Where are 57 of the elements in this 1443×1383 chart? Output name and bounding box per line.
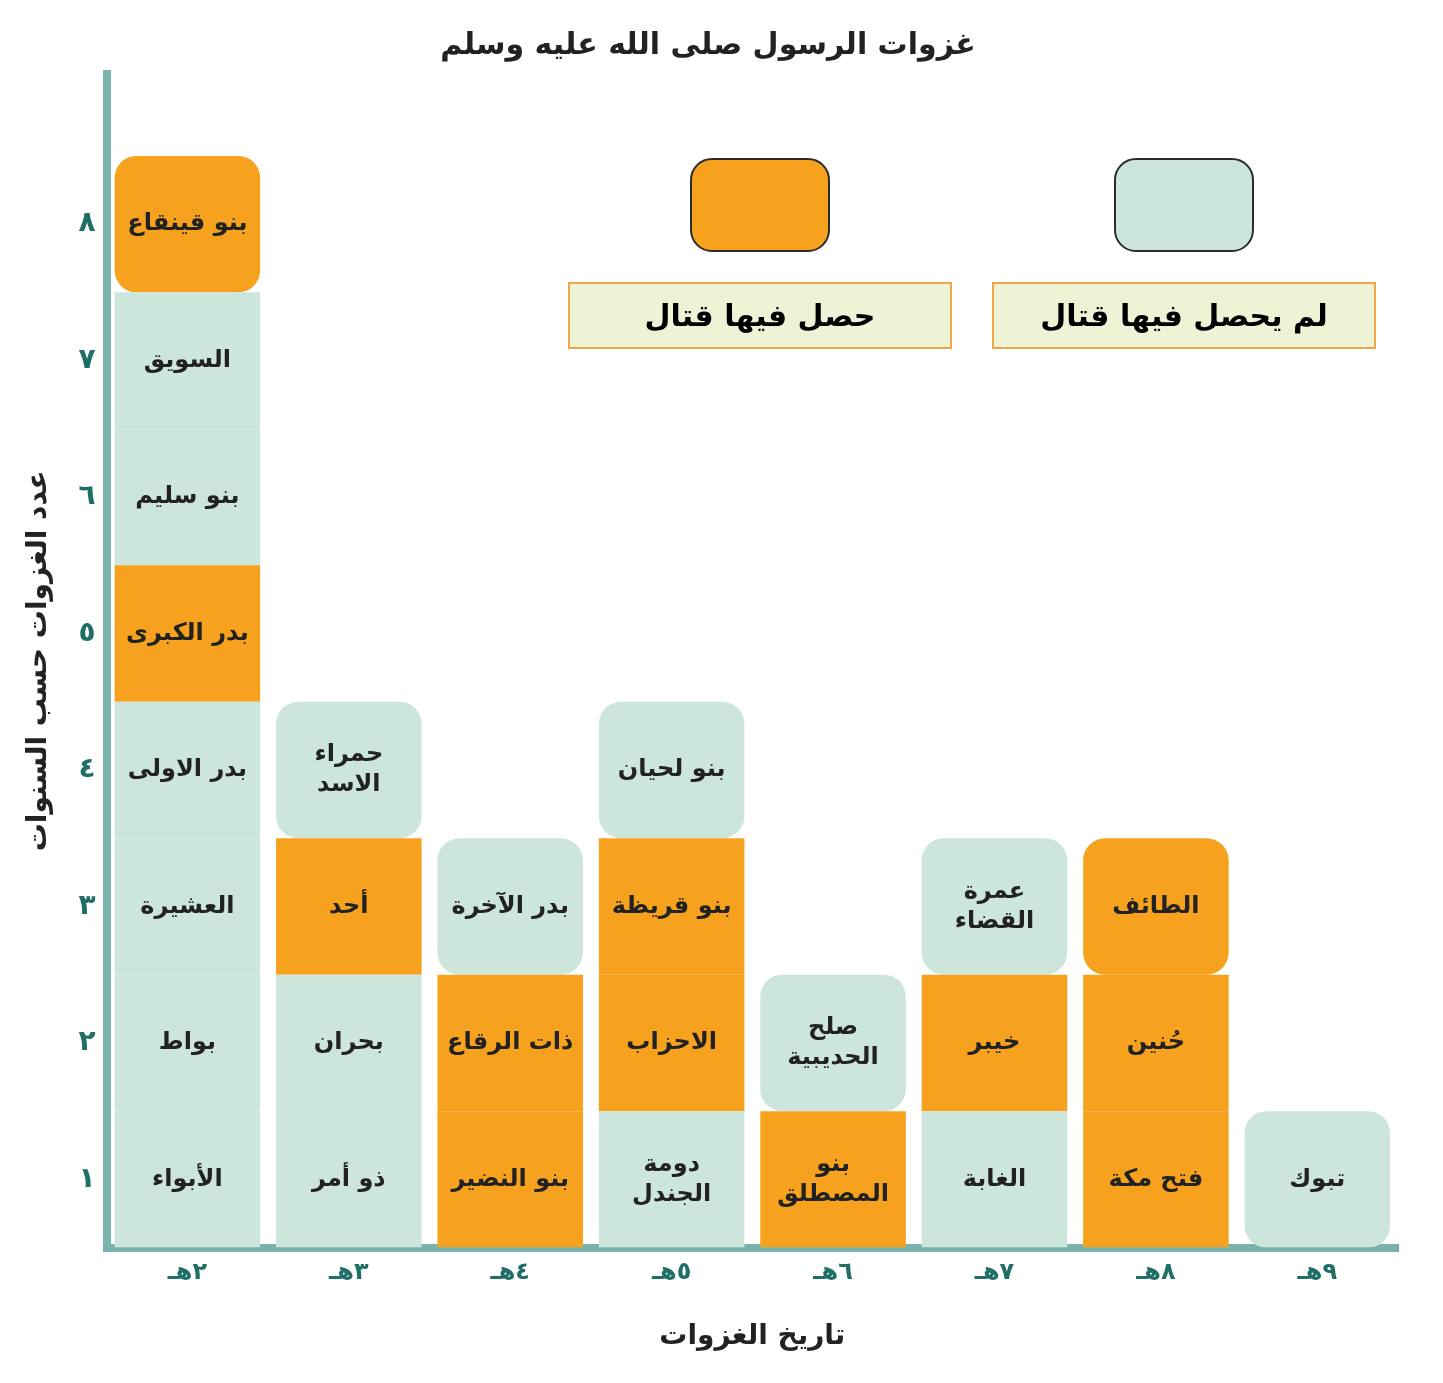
y-tick-label: ٥: [78, 614, 96, 648]
data-label: السويق: [143, 344, 232, 373]
x-tick-label: ٩هـ: [1296, 1257, 1338, 1286]
data-label: صلح الحديبية: [787, 1012, 879, 1071]
data-label: الأبواء: [152, 1162, 223, 1192]
y-tick-label: ٣: [78, 887, 96, 921]
data-label: فتح مكة: [1108, 1163, 1204, 1192]
y-tick-label: ٧: [78, 341, 96, 375]
bar: [276, 701, 422, 839]
data-label: الاحزاب: [626, 1027, 717, 1056]
data-label: الطائف: [1112, 890, 1200, 919]
data-label: بدر الكبرى: [125, 617, 249, 646]
x-tick-label: ٧هـ: [973, 1257, 1015, 1286]
data-label: دومة الجندل: [632, 1148, 712, 1207]
y-axis-title: عدد الغزوات حسب السنوات: [20, 470, 54, 852]
x-tick-label: ٤هـ: [489, 1257, 530, 1286]
bar: [921, 974, 1068, 1112]
bar: [921, 1111, 1068, 1248]
data-label: الغابة: [962, 1163, 1027, 1192]
x-tick-label: ٥هـ: [650, 1257, 692, 1286]
label-box: حصل فيها قتال: [568, 282, 952, 349]
data-label: بحران: [313, 1027, 384, 1056]
y-tick-label: ٦: [78, 478, 96, 512]
bar: [1244, 1111, 1391, 1248]
y-tick-label: ١: [78, 1160, 96, 1194]
bar: [598, 701, 745, 839]
chart-title: غزوات الرسول صلى الله عليه وسلم: [440, 25, 976, 62]
bar: [114, 155, 261, 293]
data-label: خيبر: [967, 1027, 1021, 1056]
data-label: بنو النضير: [450, 1163, 570, 1192]
data-label: بنو لحيان: [617, 754, 726, 783]
bar: [114, 565, 261, 702]
data-label: بدر الاولى: [127, 754, 248, 783]
data-label: ذو أمر: [311, 1161, 386, 1192]
data-label: بواط: [158, 1027, 217, 1056]
data-label: تبوك: [1289, 1163, 1346, 1192]
data-label: بنو قينقاع: [127, 208, 248, 237]
data-label: عمرة القضاء: [954, 875, 1035, 934]
data-label: بنو سليم: [135, 481, 240, 510]
y-tick-label: ٨: [78, 205, 96, 239]
x-tick-label: ٢هـ: [166, 1257, 208, 1286]
x-tick-label: ٣هـ: [328, 1257, 369, 1286]
data-label: حُنين: [1126, 1027, 1186, 1056]
y-tick-label: ٢: [78, 1024, 96, 1058]
data-label: بدر الآخرة: [451, 890, 569, 919]
data-label: حمراء الاسد: [314, 739, 384, 798]
data-label: بنو المصطلق: [777, 1148, 889, 1207]
x-tick-label: ٦هـ: [812, 1257, 853, 1286]
data-label: ذات الرقاع: [447, 1027, 574, 1056]
data-label: العشيرة: [140, 890, 235, 919]
x-axis-title: تاريخ الغزوات: [659, 1318, 846, 1352]
data-label: بنو قريظة: [611, 890, 732, 919]
x-tick-label: ٨هـ: [1135, 1257, 1176, 1286]
y-tick-label: ٤: [78, 751, 96, 785]
label-box: لم يحصل فيها قتال: [992, 282, 1376, 349]
bar: [598, 1111, 745, 1248]
data-label: أحد: [329, 888, 369, 919]
